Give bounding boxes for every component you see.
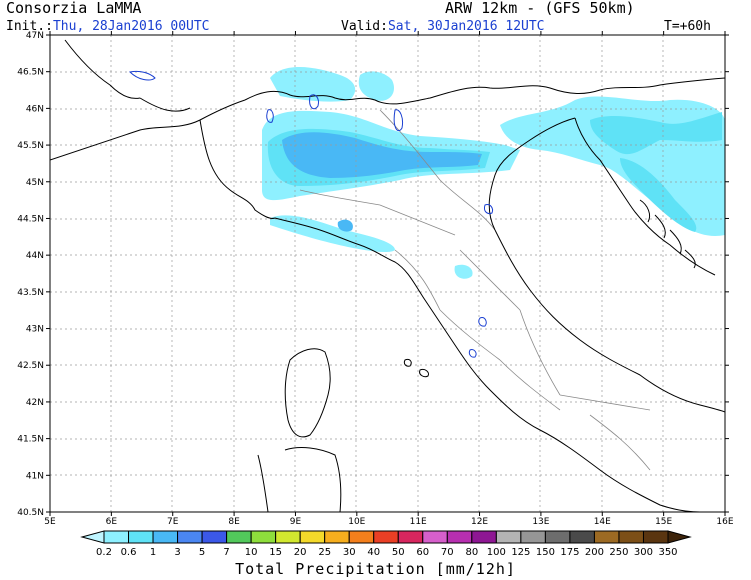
colorbar-label: 60	[416, 547, 429, 558]
colorbar-segment	[128, 530, 154, 544]
lon-label: 6E	[106, 517, 118, 527]
colorbar-segment	[593, 530, 620, 544]
colorbar-segment	[618, 530, 644, 544]
lat-label: 43.5N	[17, 288, 44, 298]
colorbar-segment	[250, 530, 277, 544]
colorbar-label: 150	[536, 547, 555, 558]
colorbar-label: 100	[487, 547, 506, 558]
colorbar-segment	[177, 530, 203, 544]
colorbar-max-arrow	[667, 530, 692, 544]
init-value: Thu, 28Jan2016 00UTC	[52, 19, 210, 34]
colorbar-segment	[642, 530, 669, 544]
colorbar-label: 300	[634, 547, 653, 558]
map-frame	[49, 34, 726, 513]
model-title: ARW 12km - (GFS 50km)	[445, 0, 635, 17]
lon-label: 9E	[290, 517, 302, 527]
colorbar-label: 3	[174, 547, 180, 558]
lat-label: 40.5N	[17, 508, 44, 518]
lon-label: 5E	[44, 517, 56, 527]
colorbar-segment	[152, 530, 179, 544]
colorbar-label: 250	[609, 547, 628, 558]
lat-label: 41N	[26, 471, 44, 481]
colorbar-label: 200	[585, 547, 604, 558]
init-time: Init.:Thu, 28Jan2016 00UTC	[6, 20, 210, 33]
colorbar-segment	[422, 530, 448, 544]
colorbar-segment	[373, 530, 399, 544]
valid-time: Valid:Sat, 30Jan2016 12UTC	[341, 20, 545, 33]
colorbar-label: 40	[367, 547, 380, 558]
lat-label: 46N	[26, 104, 44, 114]
lat-label: 45.5N	[17, 141, 44, 151]
colorbar-segment	[324, 530, 350, 544]
colorbar-segment	[275, 530, 301, 544]
forecast-lead: T=+60h	[664, 19, 711, 34]
colorbar-segment	[569, 530, 595, 544]
colorbar-label: 70	[441, 547, 454, 558]
colorbar-label: 350	[658, 547, 677, 558]
regional-borders	[299, 109, 651, 471]
lat-label: 44N	[26, 251, 44, 261]
lon-label: 13E	[532, 517, 549, 527]
colorbar-segment	[495, 530, 522, 544]
colorbar-label: 80	[465, 547, 478, 558]
lon-label: 15E	[655, 517, 672, 527]
lat-label: 45N	[26, 178, 44, 188]
colorbar-segment	[103, 530, 130, 544]
colorbar-label: 30	[343, 547, 356, 558]
lon-label: 14E	[594, 517, 611, 527]
colorbar-label: 0.2	[96, 547, 112, 558]
colorbar-label: 50	[392, 547, 405, 558]
longitude-axis: 5E 6E 7E 8E 9E 10E 11E 12E 13E 14E 15E 16E	[44, 31, 734, 527]
lat-label: 42.5N	[17, 361, 44, 371]
lat-label: 41.5N	[17, 435, 44, 445]
colorbar-label: 175	[560, 547, 579, 558]
init-label: Init.:	[6, 19, 53, 34]
colorbar-segment	[299, 530, 326, 544]
lon-label: 7E	[167, 517, 179, 527]
colorbar-label: 125	[511, 547, 530, 558]
colorbar-label: 15	[269, 547, 282, 558]
colorbar-segment	[201, 530, 228, 544]
lat-label: 42N	[26, 398, 44, 408]
colorbar-min-arrow	[80, 530, 105, 544]
coastlines	[50, 39, 725, 512]
croatian-islands	[639, 199, 696, 269]
colorbar-title: Total Precipitation [mm/12h]	[235, 560, 516, 578]
colorbar-label: 7	[223, 547, 229, 558]
colorbar-segment	[520, 530, 546, 544]
colorbar-label: 10	[245, 547, 258, 558]
valid-label: Valid:	[341, 19, 388, 34]
lat-label: 47N	[26, 31, 44, 41]
valid-value: Sat, 30Jan2016 12UTC	[387, 19, 545, 34]
colorbar-segment	[397, 530, 424, 544]
org-title: Consorzia LaMMA	[6, 0, 142, 17]
colorbar: 0.2 0.6 1 3 5 7 10 15 20 25 30 40 50 60 70 80 100 125 150 1…	[80, 530, 692, 558]
latitude-axis: 47N 46.5N 46N 45.5N 45N 44.5N 44N 43.5N 43N 42.5N…	[17, 31, 729, 518]
lon-label: 11E	[410, 517, 427, 527]
colorbar-segment	[226, 530, 252, 544]
lon-label: 10E	[348, 517, 365, 527]
lakes	[128, 70, 493, 358]
colorbar-label: 20	[294, 547, 307, 558]
colorbar-label: 5	[199, 547, 205, 558]
lat-label: 43N	[26, 325, 44, 335]
colorbar-segment	[471, 530, 497, 544]
lon-label: 12E	[471, 517, 488, 527]
lon-label: 8E	[228, 517, 240, 527]
colorbar-label: 25	[318, 547, 331, 558]
colorbar-segment	[348, 530, 375, 544]
lat-label: 46.5N	[17, 68, 44, 78]
lon-label: 16E	[716, 517, 733, 527]
colorbar-segment	[446, 530, 473, 544]
colorbar-label: 1	[150, 547, 156, 558]
colorbar-segment	[544, 530, 571, 544]
lat-label: 44.5N	[17, 214, 44, 224]
colorbar-label: 0.6	[121, 547, 137, 558]
precipitation-field	[262, 67, 725, 279]
